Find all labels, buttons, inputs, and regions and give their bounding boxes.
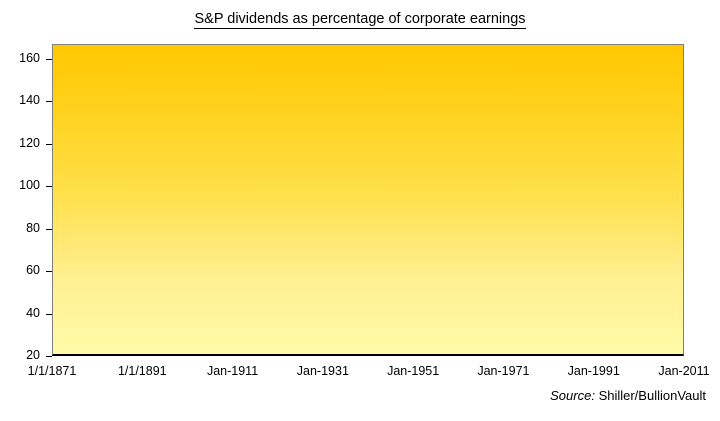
plot-area bbox=[52, 44, 684, 356]
y-axis-tick-mark bbox=[46, 271, 52, 272]
x-axis-tick-label: Jan-1991 bbox=[567, 364, 620, 378]
y-axis-tick-label: 120 bbox=[19, 135, 40, 150]
x-axis-tick-label: Jan-1951 bbox=[387, 364, 440, 378]
y-axis-tick-label: 100 bbox=[19, 178, 40, 193]
y-axis-tick-mark bbox=[46, 144, 52, 145]
source-value: Shiller/BullionVault bbox=[598, 388, 706, 403]
y-axis-tick-label: 160 bbox=[19, 50, 40, 65]
y-axis-tick-mark bbox=[46, 59, 52, 60]
x-axis-tick-label: Jan-1911 bbox=[206, 364, 259, 378]
y-axis-tick-mark bbox=[46, 101, 52, 102]
y-axis-tick-mark bbox=[46, 229, 52, 230]
y-axis-tick-label: 140 bbox=[19, 93, 40, 108]
x-axis-tick-label: Jan-1971 bbox=[477, 364, 530, 378]
y-axis-tick-label: 60 bbox=[26, 263, 40, 278]
y-axis-tick-label: 40 bbox=[26, 305, 40, 320]
x-axis-tick-label: 1/1/1871 bbox=[27, 364, 77, 378]
chart-title: S&P dividends as percentage of corporate… bbox=[0, 11, 720, 29]
y-axis-tick-mark bbox=[46, 186, 52, 187]
source-label: Source: bbox=[550, 388, 595, 403]
x-axis-tick-label: Jan-1931 bbox=[296, 364, 349, 378]
y-axis-tick-mark bbox=[46, 314, 52, 315]
source-note: Source: Shiller/BullionVault bbox=[550, 388, 706, 403]
y-axis-tick-mark bbox=[46, 356, 52, 357]
plot-background bbox=[52, 44, 684, 356]
x-axis-tick-label: 1/1/1891 bbox=[117, 364, 167, 378]
y-axis-tick-label: 80 bbox=[26, 220, 40, 235]
x-axis-tick-label: Jan-2011 bbox=[658, 364, 710, 378]
chart-title-text: S&P dividends as percentage of corporate… bbox=[194, 11, 526, 29]
y-axis-tick-label: 20 bbox=[26, 348, 40, 362]
